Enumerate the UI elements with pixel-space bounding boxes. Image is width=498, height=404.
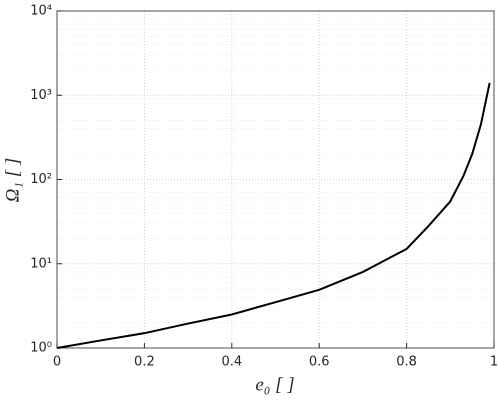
y-tick-label: 10³	[30, 88, 52, 103]
x-axis-label: e₀ [ ]	[255, 374, 294, 395]
x-tick-label: 0.2	[134, 355, 155, 370]
x-tick-label: 0.4	[221, 355, 242, 370]
x-tick-label: 1	[490, 355, 498, 370]
y-tick-label: 10⁰	[30, 341, 52, 356]
x-tick-label: 0	[53, 355, 61, 370]
x-tick-label: 0.6	[309, 355, 330, 370]
y-tick-label: 10⁴	[30, 4, 52, 19]
line	[56, 82, 491, 349]
plot-area	[57, 11, 494, 348]
y-axis-label: Ω₁ [ ]	[2, 158, 23, 203]
y-tick-label: 10²	[30, 172, 52, 187]
plot-frame	[56, 10, 495, 349]
y-tick-label: 10¹	[30, 256, 52, 271]
x-tick-label: 0.8	[396, 355, 417, 370]
